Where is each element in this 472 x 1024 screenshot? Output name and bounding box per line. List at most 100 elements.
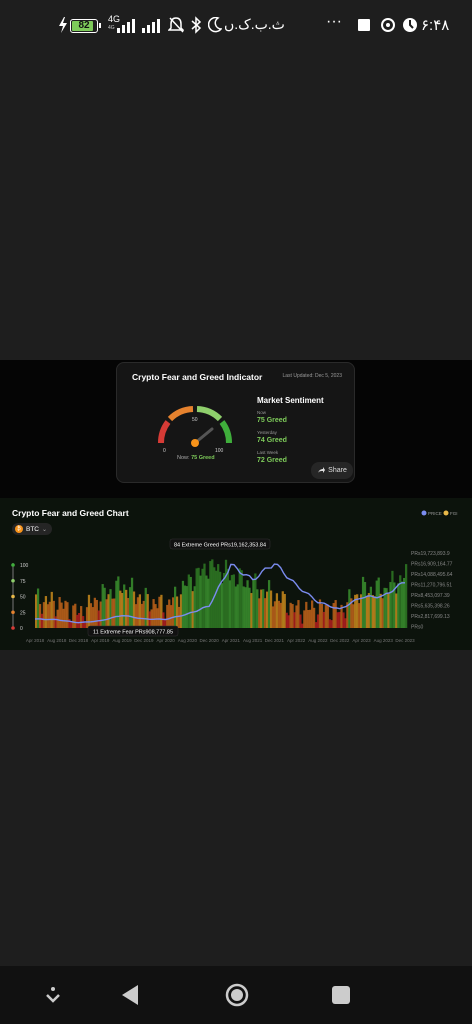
fgi-bar [224,559,228,628]
fgi-bar [175,596,179,628]
fgi-bar [115,580,118,628]
fgi-bar [226,568,230,628]
carrier-text: ث.ب.ک.ں [224,16,285,32]
fgi-tick-label: 75 [20,579,26,585]
notifications-off-icon [168,17,184,33]
back-icon[interactable] [120,984,140,1006]
fgi-bar [240,570,243,628]
fgi-bar [373,596,376,628]
legend-price-dot [421,510,427,516]
fgi-gauge: 0 50 100 [157,406,233,454]
hide-nav-icon[interactable] [44,986,62,1004]
fgi-bar [262,589,265,628]
x-tick-label: Dec 2018 [69,638,89,643]
fgi-bar [322,611,326,628]
fgi-bar [311,600,314,628]
fgi-bar [352,604,355,628]
fgi-bar [46,604,49,628]
fgi-bar [281,591,284,628]
stop-icon [358,19,370,31]
fgi-bar [173,586,177,628]
price-tick-label: PRs5,635,398.26 [411,604,450,610]
fgi-bar [365,596,369,628]
legend-fgi-label: FGI [450,511,458,516]
moon-icon [208,17,222,33]
fgi-bar [250,593,253,628]
fgi-bar [279,602,282,628]
fgi-bar [269,590,273,628]
fgi-bar [125,589,128,628]
yesterday-label: Yesterday [257,430,277,435]
fgi-bar [230,575,234,628]
fgi-bar [134,604,138,628]
market-sentiment-title: Market Sentiment [257,396,324,405]
price-tick-label: PRs0 [411,625,423,631]
yesterday-value: 74 Greed [257,437,287,444]
fgi-bar [359,594,363,628]
gauge-now: Now: 75 Greed [177,455,215,461]
fgi-bar [95,599,98,628]
coin-selector[interactable]: ₿ BTC ⌄ [12,523,52,535]
fear-greed-screenshot: Crypto Fear and Greed Indicator Last Upd… [0,360,472,650]
fgi-bar [172,597,175,628]
fgi-bar [52,600,55,628]
x-tick-label: Dec 2022 [330,638,350,643]
fgi-bar [267,580,271,628]
gauge-segment-extreme-greed [219,420,233,444]
fgi-bar [316,614,320,628]
fgi-bar [152,599,155,628]
price-tick-label: PRs19,723,893.9 [411,551,450,557]
fgi-bar [197,567,200,628]
fgi-bar [246,580,249,628]
home-icon[interactable] [225,983,249,1007]
sync-icon [381,18,395,32]
share-button[interactable]: Share [311,462,353,479]
x-tick-label: Dec 2019 [134,638,154,643]
fgi-bar [80,606,83,628]
fgi-bar [103,587,106,628]
legend-price-label: PRICE [428,511,442,516]
fgi-bar [83,622,87,628]
x-tick-label: Dec 2020 [199,638,219,643]
fgi-bar [389,582,392,628]
fgi-bar [258,598,261,628]
recents-icon[interactable] [332,986,350,1004]
fgi-bar [160,594,163,628]
fgi-scale-dot [11,563,15,567]
fgi-bar [181,580,185,628]
fgi-scale-dot [11,626,15,630]
x-tick-label: Apr 2022 [287,638,306,643]
fgi-bar [123,584,126,628]
price-tick-label: PRs11,270,796.51 [411,583,452,589]
fgi-bar [68,619,71,628]
fgi-bar [332,603,335,628]
fgi-bar [273,601,277,628]
fgi-bar [342,612,345,628]
card-title: Crypto Fear and Greed Indicator [132,372,263,382]
fgi-bar [193,586,196,628]
more-notifications-icon: ··· [326,13,342,30]
fgi-bar [379,593,382,628]
fgi-bar [113,598,116,628]
fgi-bar [36,588,40,628]
fgi-chart: Crypto Fear and Greed Chart ₿ BTC ⌄ PRIC… [0,498,472,650]
gauge-segment-greed [196,406,223,422]
battery-level: 82 [78,20,90,31]
fgi-bar [299,614,302,628]
chart-plot[interactable]: PRICE FGI 100 75 50 25 0 PRs19,723,893.9 PRs16,9… [0,498,472,650]
x-tick-label: Aug 2018 [47,638,67,643]
fgi-bar [138,594,142,628]
fgi-bar [318,599,322,628]
fgi-bar [324,605,327,628]
charging-icon [59,17,67,33]
fgi-bar [395,593,398,628]
legend-fgi-dot [443,510,449,516]
fgi-bar [78,612,81,628]
fgi-bar [369,586,373,628]
fgi-bar [399,575,402,628]
fgi-bar [301,623,304,628]
share-icon [318,467,326,473]
fgi-bar [209,561,212,628]
fgi-bar [234,586,237,628]
fgi-bar [375,580,378,628]
